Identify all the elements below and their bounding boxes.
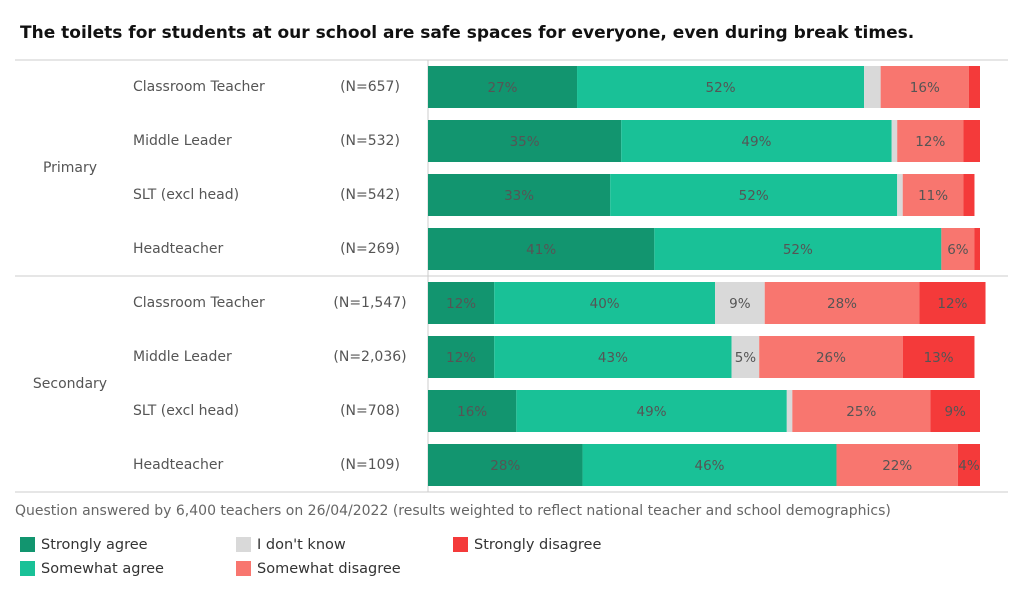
bar-segment [764, 282, 920, 324]
sample-size: (N=1,547) [333, 295, 406, 311]
value-label: 33% [504, 188, 534, 204]
category-label: Middle Leader [133, 133, 232, 149]
legend-swatch [236, 537, 251, 552]
bar-segment [919, 282, 986, 324]
value-label: 27% [488, 80, 518, 96]
sample-size: (N=532) [340, 133, 400, 149]
value-label: 52% [739, 188, 769, 204]
value-label: 5% [735, 350, 757, 366]
legend-swatch [20, 537, 35, 552]
value-label: 25% [846, 404, 876, 420]
bar-segment [836, 444, 958, 486]
chart-title: The toilets for students at our school a… [20, 23, 914, 43]
bar-segment [786, 390, 793, 432]
value-label: 28% [827, 296, 857, 312]
value-label: 49% [741, 134, 771, 150]
value-label: 28% [490, 458, 520, 474]
value-label: 9% [729, 296, 751, 312]
category-label: Classroom Teacher [133, 79, 265, 95]
value-label: 16% [457, 404, 487, 420]
bar-segment [428, 444, 583, 486]
value-label: 12% [446, 350, 476, 366]
bar-segment [582, 444, 837, 486]
legend-label: Somewhat disagree [257, 561, 401, 577]
bar-segment [974, 228, 980, 270]
value-label: 43% [598, 350, 628, 366]
value-label: 22% [882, 458, 912, 474]
sample-size: (N=708) [340, 403, 400, 419]
value-label: 40% [590, 296, 620, 312]
bar-segment [957, 444, 980, 486]
bar-segment [715, 282, 765, 324]
legend-swatch [20, 561, 35, 576]
value-label: 35% [510, 134, 540, 150]
value-label: 41% [526, 242, 556, 258]
category-label: Classroom Teacher [133, 295, 265, 311]
group-label: Secondary [33, 376, 107, 392]
sample-size: (N=2,036) [333, 349, 406, 365]
bar-segment [963, 174, 975, 216]
legend-label: Strongly disagree [474, 537, 601, 553]
category-label: SLT (excl head) [133, 187, 239, 203]
sample-size: (N=657) [340, 79, 400, 95]
category-label: Headteacher [133, 241, 223, 257]
bar-segment [428, 66, 578, 108]
sample-size: (N=109) [340, 457, 400, 473]
bar-segment [930, 390, 980, 432]
bar-segment [880, 66, 969, 108]
value-label: 52% [783, 242, 813, 258]
value-label: 6% [947, 242, 969, 258]
group-label: Primary [43, 160, 97, 176]
bar-segment [428, 282, 495, 324]
bar-segment [941, 228, 975, 270]
bar-segment [963, 120, 980, 162]
legend-label: I don't know [257, 537, 346, 553]
bar-segment [516, 390, 787, 432]
value-label: 12% [937, 296, 967, 312]
bar-segment [864, 66, 881, 108]
value-label: 13% [924, 350, 954, 366]
bar-segment [494, 336, 732, 378]
value-label: 11% [918, 188, 948, 204]
category-label: Headteacher [133, 457, 223, 473]
value-label: 52% [706, 80, 736, 96]
bar-segment [621, 120, 892, 162]
bar-segment [577, 66, 865, 108]
bar-segment [897, 174, 903, 216]
bar-segment [428, 228, 655, 270]
value-label: 49% [637, 404, 667, 420]
legend-label: Somewhat agree [41, 561, 164, 577]
sample-size: (N=269) [340, 241, 400, 257]
value-label: 9% [944, 404, 966, 420]
bar-segment [902, 336, 975, 378]
bar-segment [902, 174, 964, 216]
bar-segment [792, 390, 931, 432]
bar-segment [428, 336, 495, 378]
bar-segment [968, 66, 980, 108]
bar-segment [428, 120, 622, 162]
legend-label: Strongly agree [41, 537, 148, 553]
value-label: 12% [915, 134, 945, 150]
bar-segment [759, 336, 903, 378]
value-label: 26% [816, 350, 846, 366]
bar-segment [654, 228, 942, 270]
value-label: 16% [910, 80, 940, 96]
value-label: 4% [958, 458, 980, 474]
bar-segment [897, 120, 964, 162]
category-label: Middle Leader [133, 349, 232, 365]
value-label: 46% [695, 458, 725, 474]
value-label: 12% [446, 296, 476, 312]
bar-segment [891, 120, 898, 162]
bar-segment [494, 282, 716, 324]
bar-segment [610, 174, 898, 216]
bar-segment [428, 390, 517, 432]
category-label: SLT (excl head) [133, 403, 239, 419]
legend-swatch [236, 561, 251, 576]
footnote: Question answered by 6,400 teachers on 2… [15, 503, 891, 519]
bar-segment [731, 336, 760, 378]
bar-segment [428, 174, 611, 216]
sample-size: (N=542) [340, 187, 400, 203]
legend-swatch [453, 537, 468, 552]
